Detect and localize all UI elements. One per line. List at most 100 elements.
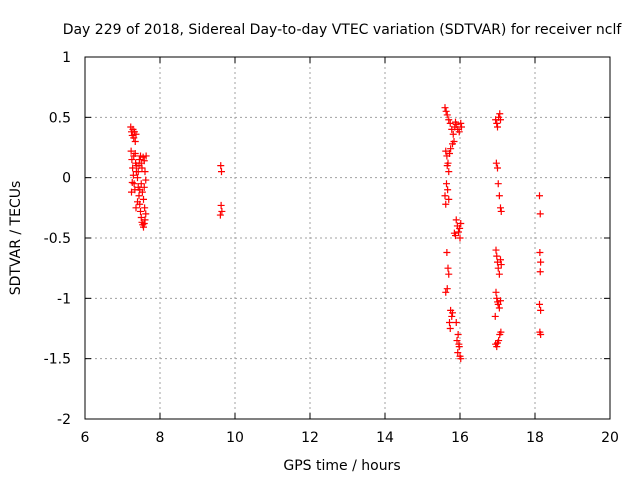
data-point xyxy=(494,264,502,272)
data-point xyxy=(452,118,459,126)
data-point xyxy=(134,174,141,182)
data-point xyxy=(453,337,461,345)
data-point xyxy=(497,261,505,269)
x-tick-label: 10 xyxy=(226,430,244,446)
data-point xyxy=(441,192,449,200)
data-point xyxy=(141,168,149,176)
data-point xyxy=(496,110,504,118)
data-point xyxy=(449,140,456,148)
data-point xyxy=(142,152,150,160)
data-point xyxy=(442,200,450,208)
data-point xyxy=(131,150,139,158)
data-point xyxy=(445,116,453,124)
y-tick-label: -1.5 xyxy=(44,352,71,368)
data-point xyxy=(140,183,148,191)
data-point xyxy=(134,198,141,206)
data-point xyxy=(491,312,499,320)
data-point xyxy=(442,147,450,155)
data-point xyxy=(536,300,543,308)
data-point xyxy=(137,207,144,215)
data-point xyxy=(132,204,140,212)
y-axis-label: SDTVAR / TECUs xyxy=(8,181,24,296)
x-tick-label: 16 xyxy=(451,430,469,446)
data-point xyxy=(494,164,501,172)
data-point xyxy=(452,318,460,326)
data-point xyxy=(449,130,457,138)
data-point xyxy=(445,270,453,278)
x-tick-label: 6 xyxy=(81,430,90,446)
data-point xyxy=(129,171,137,179)
data-point xyxy=(450,229,458,237)
data-point xyxy=(536,210,544,218)
data-point xyxy=(135,162,143,170)
data-point xyxy=(497,256,504,264)
data-point xyxy=(454,331,462,339)
data-point xyxy=(494,123,501,131)
data-point xyxy=(142,210,150,218)
data-point xyxy=(140,223,147,231)
data-point xyxy=(142,176,150,184)
data-point xyxy=(216,211,224,219)
data-point xyxy=(455,340,463,348)
data-point xyxy=(443,248,451,256)
data-point xyxy=(537,331,545,339)
data-point xyxy=(140,157,148,165)
data-point xyxy=(128,156,136,164)
x-tick-label: 18 xyxy=(526,430,544,446)
data-point xyxy=(445,168,453,176)
data-point xyxy=(448,312,456,320)
data-point xyxy=(493,119,501,127)
data-point xyxy=(497,328,505,336)
data-point xyxy=(443,180,450,188)
grid-lines xyxy=(85,57,610,419)
y-tick-label: 0 xyxy=(62,171,71,187)
x-tick-label: 12 xyxy=(301,430,319,446)
data-point xyxy=(442,107,450,115)
y-tick-label: 0.5 xyxy=(49,110,71,126)
chart-title: Day 229 of 2018, Sidereal Day-to-day VTE… xyxy=(63,22,623,38)
y-tick-labels: -2 -1.5 -1 -0.5 0 0.5 1 xyxy=(44,50,71,428)
data-point xyxy=(497,207,505,215)
data-point xyxy=(458,123,465,131)
data-point xyxy=(492,288,500,296)
data-point xyxy=(457,355,465,363)
data-point xyxy=(446,318,453,326)
data-point xyxy=(137,213,145,221)
data-points xyxy=(127,104,545,363)
data-point xyxy=(493,252,501,260)
data-point xyxy=(134,168,142,176)
data-point xyxy=(494,180,502,188)
data-point xyxy=(128,178,136,186)
data-point xyxy=(456,224,464,232)
data-point xyxy=(218,207,226,215)
y-tick-label: -2 xyxy=(57,412,71,428)
data-point xyxy=(445,195,453,203)
data-point xyxy=(136,186,144,194)
data-point xyxy=(446,325,454,332)
data-point xyxy=(137,180,145,188)
data-point xyxy=(140,195,147,203)
data-point xyxy=(135,156,143,164)
data-point xyxy=(129,164,137,172)
data-point xyxy=(443,111,451,119)
data-point xyxy=(456,234,464,242)
x-tick-label: 8 xyxy=(156,430,165,446)
data-point xyxy=(497,204,504,212)
data-point xyxy=(495,192,503,200)
data-point xyxy=(217,201,225,209)
y-tick-label: -1 xyxy=(57,291,71,307)
data-point xyxy=(493,343,501,351)
data-point xyxy=(446,150,453,158)
data-point xyxy=(444,186,452,194)
data-point xyxy=(495,337,503,345)
data-point xyxy=(454,349,462,357)
y-tick-label: -0.5 xyxy=(44,231,71,247)
data-point xyxy=(495,270,503,278)
data-point xyxy=(455,128,463,136)
axis-ticks xyxy=(84,56,611,420)
data-point xyxy=(457,119,465,127)
data-point xyxy=(449,309,456,317)
data-point xyxy=(218,168,225,176)
data-point xyxy=(127,147,135,155)
